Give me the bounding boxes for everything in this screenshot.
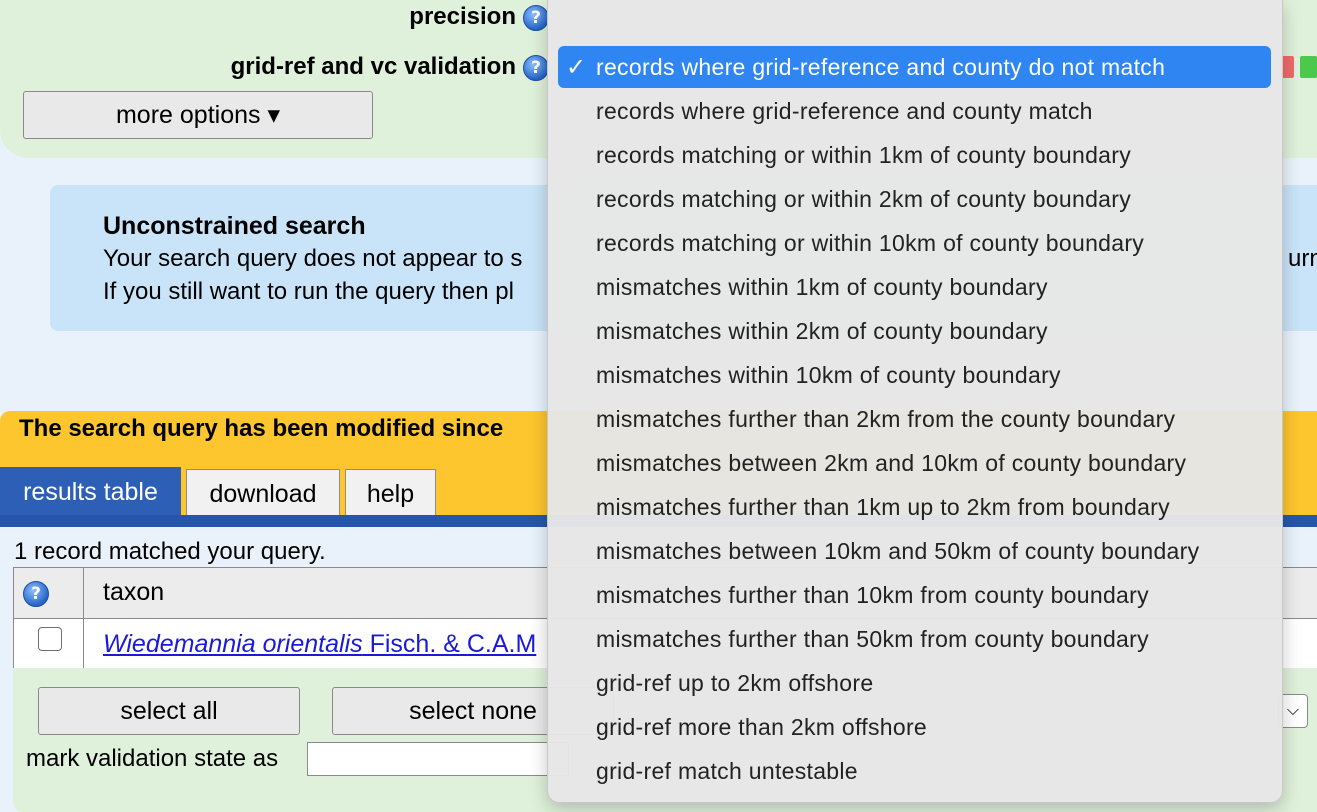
dropdown-option[interactable]: mismatches between 10km and 50km of coun… xyxy=(558,530,1271,572)
validation-label: grid-ref and vc validation xyxy=(230,53,516,80)
dropdown-option-label: mismatches further than 1km up to 2km fr… xyxy=(596,494,1170,520)
tab-download[interactable]: download xyxy=(186,469,340,518)
dropdown-option[interactable]: mismatches further than 1km up to 2km fr… xyxy=(558,486,1271,528)
dropdown-option-label: mismatches further than 2km from the cou… xyxy=(596,406,1176,432)
dropdown-option-label: mismatches further than 50km from county… xyxy=(596,626,1149,652)
mark-validation-label: mark validation state as xyxy=(26,745,279,772)
dropdown-option-label: mismatches within 10km of county boundar… xyxy=(596,362,1061,388)
dropdown-option[interactable]: records matching or within 1km of county… xyxy=(558,134,1271,176)
dropdown-option[interactable]: mismatches within 10km of county boundar… xyxy=(558,354,1271,396)
precision-label: precision xyxy=(409,3,516,30)
dropdown-option[interactable]: mismatches within 2km of county boundary xyxy=(558,310,1271,352)
dropdown-option[interactable]: mismatches further than 2km from the cou… xyxy=(558,398,1271,440)
tab-results-table[interactable]: results table xyxy=(0,467,181,516)
dropdown-option[interactable]: records matching or within 2km of county… xyxy=(558,178,1271,220)
dropdown-option[interactable]: mismatches further than 50km from county… xyxy=(558,618,1271,660)
dropdown-option[interactable]: records matching or within 10km of count… xyxy=(558,222,1271,264)
row-select-checkbox[interactable] xyxy=(38,627,62,651)
taxon-name: Wiedemannia orientalis xyxy=(103,630,363,658)
dropdown-option[interactable]: grid-ref up to 2km offshore xyxy=(558,662,1271,704)
dropdown-option-label: mismatches further than 10km from county… xyxy=(596,582,1149,608)
select-all-button[interactable]: select all xyxy=(38,687,300,735)
mark-validation-select[interactable] xyxy=(307,742,569,776)
dropdown-option[interactable]: ✓ records where grid-reference and county… xyxy=(558,46,1271,88)
precision-help-icon[interactable]: ? xyxy=(523,5,549,31)
notice-line-1: Your search query does not appear to s xyxy=(103,245,523,272)
dropdown-option-label: grid-ref more than 2km offshore xyxy=(596,714,928,740)
notice-line-1-tail: urne xyxy=(1288,245,1317,272)
table-help-icon[interactable]: ? xyxy=(23,581,49,607)
dropdown-option[interactable]: mismatches within 1km of county boundary xyxy=(558,266,1271,308)
remove-filter-icon[interactable] xyxy=(1280,56,1294,78)
dropdown-option-label: records where grid-reference and county … xyxy=(596,98,1093,124)
dropdown-option-label: grid-ref up to 2km offshore xyxy=(596,670,874,696)
more-options-button[interactable]: more options ▾ xyxy=(23,91,373,139)
dropdown-option[interactable]: grid-ref match untestable xyxy=(558,750,1271,792)
notice-line-2: If you still want to run the query then … xyxy=(103,278,514,305)
dropdown-option-label: records matching or within 1km of county… xyxy=(596,142,1132,168)
add-filter-icon[interactable] xyxy=(1300,56,1317,78)
dropdown-option[interactable]: mismatches further than 10km from county… xyxy=(558,574,1271,616)
warning-text: The search query has been modified since xyxy=(19,415,504,442)
dropdown-option-label: records matching or within 10km of count… xyxy=(596,230,1145,256)
checkmark-icon: ✓ xyxy=(566,53,587,81)
notice-title: Unconstrained search xyxy=(103,212,366,240)
taxon-link[interactable]: Wiedemannia orientalis Fisch. & C.A.M xyxy=(103,630,536,659)
dropdown-option[interactable]: records where grid-reference and county … xyxy=(558,90,1271,132)
column-divider xyxy=(83,568,84,668)
column-header-taxon[interactable]: taxon xyxy=(103,578,165,606)
dropdown-option[interactable]: grid-ref more than 2km offshore xyxy=(558,706,1271,748)
tab-help[interactable]: help xyxy=(345,469,436,518)
dropdown-option-label: mismatches between 10km and 50km of coun… xyxy=(596,538,1200,564)
dropdown-option[interactable]: mismatches between 2km and 10km of count… xyxy=(558,442,1271,484)
validation-dropdown-menu: ✓ records where grid-reference and county… xyxy=(547,0,1283,803)
dropdown-option-label: mismatches between 2km and 10km of count… xyxy=(596,450,1187,476)
dropdown-option-label: grid-ref match untestable xyxy=(596,758,858,784)
validation-help-icon[interactable]: ? xyxy=(523,55,549,81)
dropdown-option-label: mismatches within 1km of county boundary xyxy=(596,274,1048,300)
dropdown-option-label: mismatches within 2km of county boundary xyxy=(596,318,1048,344)
dropdown-option-label: records where grid-reference and county … xyxy=(596,54,1166,80)
dropdown-option-label: records matching or within 2km of county… xyxy=(596,186,1132,212)
result-count: 1 record matched your query. xyxy=(14,538,326,565)
taxon-author: Fisch. & C.A.M xyxy=(362,630,537,658)
